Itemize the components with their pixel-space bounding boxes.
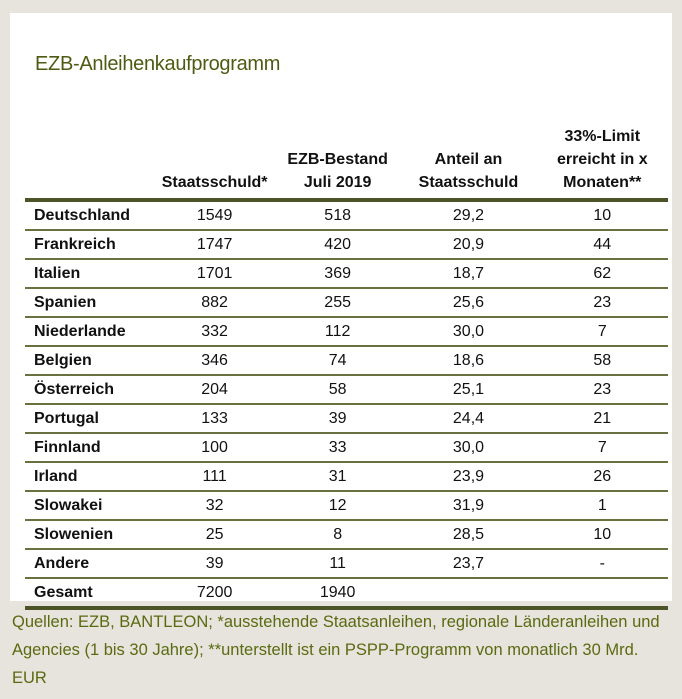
country-cell: Slowakei	[25, 491, 155, 521]
value-cell: 18,7	[400, 259, 537, 289]
column-header: 33%-Limit erreicht in x Monaten**	[556, 128, 648, 191]
country-cell: Spanien	[25, 288, 155, 318]
value-cell: 31	[274, 462, 401, 492]
table-row: Slowakei 32 12 31,9 1	[25, 491, 668, 521]
value-cell: 26	[536, 462, 668, 492]
value-cell: 346	[154, 346, 275, 376]
value-cell: 1940	[274, 578, 401, 610]
country-cell: Portugal	[25, 404, 155, 434]
value-cell: 23	[536, 375, 668, 405]
value-cell: 30,0	[400, 433, 537, 463]
bond-table: Staatsschuld* EZB-Bestand Juli 2019 Anteil…	[25, 125, 668, 610]
value-cell: 58	[536, 346, 668, 376]
value-cell: 7	[536, 317, 668, 347]
table-row: Andere 39 11 23,7-	[25, 549, 668, 579]
country-cell: Gesamt	[25, 578, 155, 610]
country-cell: Frankreich	[25, 230, 155, 260]
value-cell: 74	[274, 346, 401, 376]
column-header	[25, 125, 154, 200]
value-cell: 10	[536, 200, 668, 231]
table-row: Spanien 882 255 25,6 23	[25, 288, 668, 318]
value-cell: -	[536, 549, 668, 579]
country-cell: Niederlande	[25, 317, 155, 347]
value-cell: 32	[154, 491, 275, 521]
table-row: Deutschland 1549 518 29,2 10	[25, 200, 668, 231]
value-cell: 1	[536, 491, 668, 521]
value-cell: 29,2	[400, 200, 537, 231]
value-cell: 133	[154, 404, 275, 434]
page-title: EZB-Anleihenkaufprogramm	[35, 53, 281, 75]
country-cell: Finnland	[25, 433, 155, 463]
value-cell: 10	[536, 520, 668, 550]
table-header-row: Staatsschuld* EZB-Bestand Juli 2019 Anteil…	[25, 125, 668, 200]
country-cell: Österreich	[25, 375, 155, 405]
value-cell: 24,4	[400, 404, 537, 434]
value-cell: 44	[536, 230, 668, 260]
value-cell: 8	[274, 520, 401, 550]
value-cell: 39	[274, 404, 401, 434]
country-cell: Belgien	[25, 346, 155, 376]
value-cell: 23	[536, 288, 668, 318]
value-cell: 7200	[154, 578, 275, 610]
table-row: Belgien 346 74 18,6 58	[25, 346, 668, 376]
value-cell: 7	[536, 433, 668, 463]
country-cell: Andere	[25, 549, 155, 579]
country-cell: Irland	[25, 462, 155, 492]
country-cell: Deutschland	[25, 200, 155, 231]
value-cell: 39	[154, 549, 275, 579]
value-cell: 420	[274, 230, 401, 260]
source-note: Quellen: EZB, BANTLEON; *ausstehende Sta…	[12, 613, 660, 687]
country-cell: Italien	[25, 259, 155, 289]
value-cell: 1701	[154, 259, 275, 289]
value-cell: 332	[154, 317, 275, 347]
value-cell: 111	[154, 462, 275, 492]
value-cell: 25	[154, 520, 275, 550]
value-cell: 28,5	[400, 520, 537, 550]
table-row: Frankreich 1747 420 20,9 44	[25, 230, 668, 260]
column-header: EZB-Bestand Juli 2019	[287, 151, 388, 191]
table-row: Portugal 133 39 24,4 21	[25, 404, 668, 434]
value-cell: 518	[274, 200, 401, 231]
value-cell: 23,9	[400, 462, 537, 492]
value-cell: 33	[274, 433, 401, 463]
table-row: Italien 1701 369 18,7 62	[25, 259, 668, 289]
column-header: Staatsschuld*	[161, 174, 268, 191]
value-cell: 62	[536, 259, 668, 289]
table-row: Irland 111 31 23,9 26	[25, 462, 668, 492]
value-cell: 31,9	[400, 491, 537, 521]
value-cell: 100	[154, 433, 275, 463]
value-cell: 23,7	[400, 549, 537, 579]
value-cell: 21	[536, 404, 668, 434]
value-cell: 30,0	[400, 317, 537, 347]
value-cell: 1549	[154, 200, 275, 231]
value-cell: 20,9	[400, 230, 537, 260]
value-cell: 12	[274, 491, 401, 521]
table-row: Niederlande 332 112 30,0 7	[25, 317, 668, 347]
value-cell: 112	[274, 317, 401, 347]
country-cell: Slowenien	[25, 520, 155, 550]
table-row: Österreich 204 58 25,1 23	[25, 375, 668, 405]
value-cell: 18,6	[400, 346, 537, 376]
value-cell	[536, 578, 668, 610]
value-cell: 204	[154, 375, 275, 405]
table-row: Gesamt 7200 1940	[25, 578, 668, 610]
table-row: Slowenien 25 8 28,5 10	[25, 520, 668, 550]
value-cell: 11	[274, 549, 401, 579]
value-cell: 255	[274, 288, 401, 318]
value-cell: 58	[274, 375, 401, 405]
value-cell: 25,6	[400, 288, 537, 318]
value-cell: 25,1	[400, 375, 537, 405]
column-header: Anteil an Staatsschuld	[418, 151, 519, 191]
value-cell	[400, 578, 537, 610]
value-cell: 369	[274, 259, 401, 289]
table-row: Finnland 100 33 30,0 7	[25, 433, 668, 463]
value-cell: 1747	[154, 230, 275, 260]
table-panel: EZB-Anleihenkaufprogramm Staatsschuld* EZ…	[10, 13, 672, 610]
value-cell: 882	[154, 288, 275, 318]
